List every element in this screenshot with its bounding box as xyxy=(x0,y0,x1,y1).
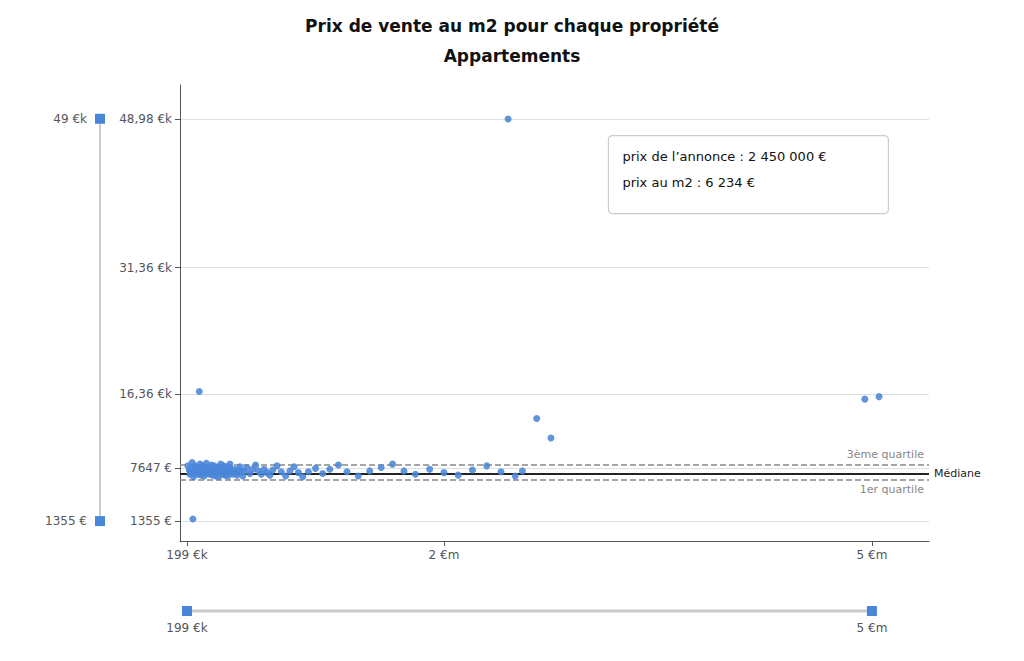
svg-text:199 €k: 199 €k xyxy=(166,548,207,562)
svg-text:1355 €: 1355 € xyxy=(130,514,172,528)
svg-text:31,36 €k: 31,36 €k xyxy=(119,261,172,275)
svg-text:Appartements: Appartements xyxy=(444,46,581,66)
svg-text:1355 €: 1355 € xyxy=(45,514,87,528)
svg-text:16,36 €k: 16,36 €k xyxy=(119,387,172,401)
svg-text:199 €k: 199 €k xyxy=(166,621,207,635)
svg-text:5 €m: 5 €m xyxy=(857,621,888,635)
svg-text:49 €k: 49 €k xyxy=(53,112,87,126)
svg-text:Médiane: Médiane xyxy=(934,467,981,480)
svg-text:7647 €: 7647 € xyxy=(130,461,172,475)
svg-text:5 €m: 5 €m xyxy=(857,548,888,562)
svg-text:2 €m: 2 €m xyxy=(429,548,460,562)
svg-text:3ème quartile: 3ème quartile xyxy=(847,448,924,461)
svg-text:prix au m2 : 6 234 €: prix au m2 : 6 234 € xyxy=(622,175,755,190)
svg-text:prix de l’annonce : 2 450 000: prix de l’annonce : 2 450 000 € xyxy=(622,149,826,164)
svg-text:48,98 €k: 48,98 €k xyxy=(119,112,172,126)
svg-text:Prix de vente au m2 pour chaqu: Prix de vente au m2 pour chaque propriét… xyxy=(305,16,719,36)
svg-text:1er quartile: 1er quartile xyxy=(860,483,924,496)
